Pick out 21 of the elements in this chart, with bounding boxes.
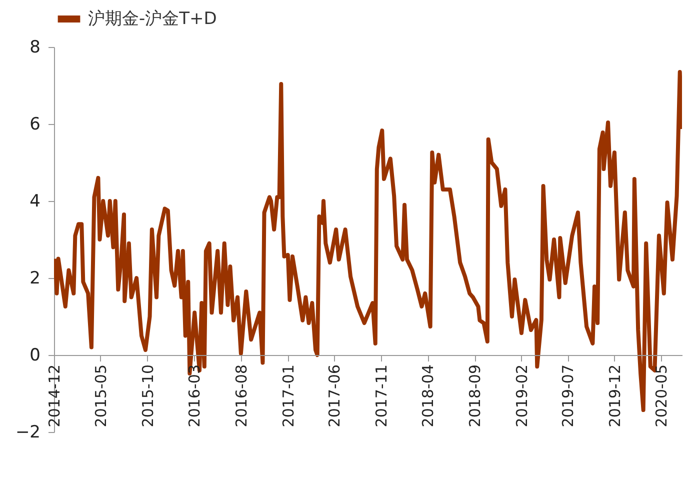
x-tick-label: 2014-12 [46,364,64,428]
y-tick-label: 4 [30,192,40,212]
x-tick-label: 2015-10 [138,364,157,428]
y-tick-label: −2 [15,422,40,442]
x-tick-label: 2019-02 [512,364,531,428]
x-tick-label: 2020-05 [652,364,671,428]
legend-label: 沪期金-沪金T+D [88,9,217,29]
x-tick-label: 2017-01 [279,364,298,428]
x-tick-label: 2018-04 [419,364,438,428]
x-tick-label: 2018-09 [466,364,484,428]
x-tick-label: 2019-12 [606,364,624,428]
x-tick-label: 2017-06 [326,364,344,428]
y-tick-label: 0 [30,346,40,366]
y-tick-label: 6 [30,114,40,134]
x-tick-label: 2019-07 [559,364,578,428]
y-tick-label: 8 [30,38,40,58]
x-tick-label: 2016-03 [185,364,204,428]
x-tick-label: 2017-11 [372,364,391,428]
x-tick-label: 2016-08 [232,364,250,428]
x-tick-label: 2015-05 [92,364,110,428]
y-tick-label: 2 [30,268,40,288]
